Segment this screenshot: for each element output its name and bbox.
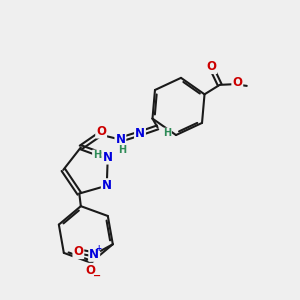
Text: −: −	[93, 271, 101, 281]
Text: N: N	[103, 151, 113, 164]
Text: O: O	[206, 60, 216, 73]
Text: N: N	[89, 248, 99, 261]
Text: O: O	[232, 76, 242, 89]
Text: H: H	[163, 128, 171, 139]
Text: H: H	[118, 145, 126, 155]
Text: O: O	[74, 245, 83, 258]
Text: +: +	[95, 244, 101, 253]
Text: O: O	[96, 124, 106, 138]
Text: N: N	[135, 127, 145, 140]
Text: N: N	[116, 133, 125, 146]
Text: N: N	[102, 179, 112, 192]
Text: H: H	[93, 150, 101, 161]
Text: O: O	[86, 264, 96, 277]
